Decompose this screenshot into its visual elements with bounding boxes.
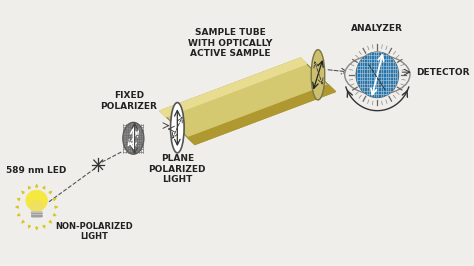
Text: FIXED
POLARIZER: FIXED POLARIZER bbox=[100, 91, 157, 110]
Ellipse shape bbox=[171, 103, 184, 153]
Text: DETECTOR: DETECTOR bbox=[416, 68, 469, 77]
Polygon shape bbox=[160, 58, 307, 117]
Text: SAMPLE TUBE
WITH OPTICALLY
ACTIVE SAMPLE: SAMPLE TUBE WITH OPTICALLY ACTIVE SAMPLE bbox=[188, 28, 272, 58]
Polygon shape bbox=[188, 85, 336, 144]
Text: NON-POLARIZED
LIGHT: NON-POLARIZED LIGHT bbox=[55, 222, 133, 241]
Ellipse shape bbox=[311, 50, 325, 100]
Ellipse shape bbox=[356, 52, 399, 98]
Polygon shape bbox=[160, 58, 336, 144]
Circle shape bbox=[345, 55, 410, 94]
Text: PLANE
POLARIZED
LIGHT: PLANE POLARIZED LIGHT bbox=[148, 154, 206, 184]
Ellipse shape bbox=[123, 122, 144, 154]
Ellipse shape bbox=[26, 190, 47, 210]
Polygon shape bbox=[31, 212, 42, 217]
Ellipse shape bbox=[30, 201, 44, 211]
Text: ANALYZER: ANALYZER bbox=[351, 24, 403, 33]
Text: 589 nm LED: 589 nm LED bbox=[7, 166, 67, 175]
Ellipse shape bbox=[356, 52, 399, 98]
